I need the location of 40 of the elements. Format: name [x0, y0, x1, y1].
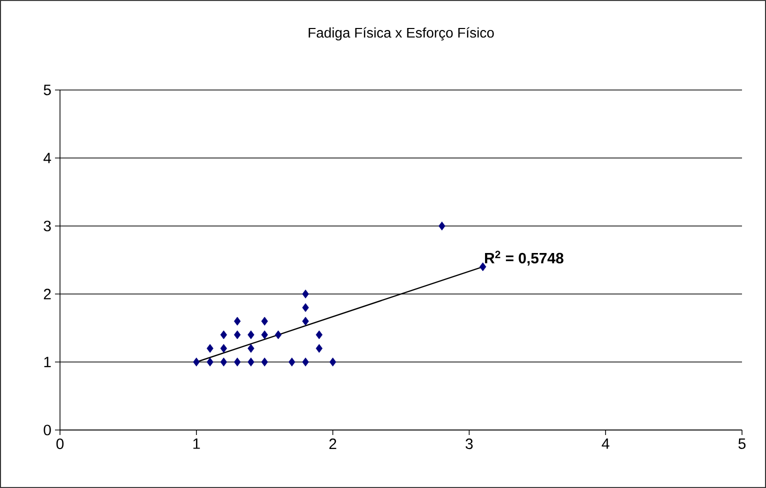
y-tick-label: 0 [44, 424, 51, 436]
point [206, 358, 214, 366]
point [234, 316, 241, 326]
point [248, 358, 254, 366]
y-tick-label: 5 [44, 84, 51, 96]
point [220, 344, 228, 353]
y-tick-label: 3 [44, 220, 51, 232]
y-tick-label: 4 [44, 152, 52, 164]
point [234, 330, 241, 340]
point [316, 344, 323, 353]
point [302, 316, 309, 326]
point [261, 358, 268, 366]
point [261, 316, 268, 326]
point [438, 222, 446, 230]
y-tick-label: 2 [44, 288, 51, 300]
x-tick-label: 5 [738, 438, 746, 449]
point [220, 330, 228, 340]
x-tick-label: 0 [56, 438, 64, 450]
point [288, 358, 296, 366]
x-tick-label: 1 [193, 438, 200, 449]
point [316, 330, 323, 340]
point [248, 344, 254, 353]
chart-title: Fadiga Física x Esforço Físico [308, 27, 494, 40]
point [206, 344, 214, 353]
point [248, 330, 254, 340]
point [193, 358, 200, 366]
annotation: R$^{2}$ = 0,5748 [485, 250, 564, 266]
y-tick-label: 1 [44, 356, 51, 368]
point [234, 358, 241, 366]
point [329, 358, 336, 366]
x-tick-label: 4 [602, 438, 610, 449]
point [302, 290, 309, 298]
point [274, 330, 282, 340]
point [261, 330, 268, 340]
point [479, 262, 486, 272]
point [220, 358, 228, 366]
x-tick-label: 3 [466, 438, 473, 450]
point [302, 303, 309, 312]
x-tick-label: 2 [329, 438, 336, 449]
point [302, 358, 309, 366]
